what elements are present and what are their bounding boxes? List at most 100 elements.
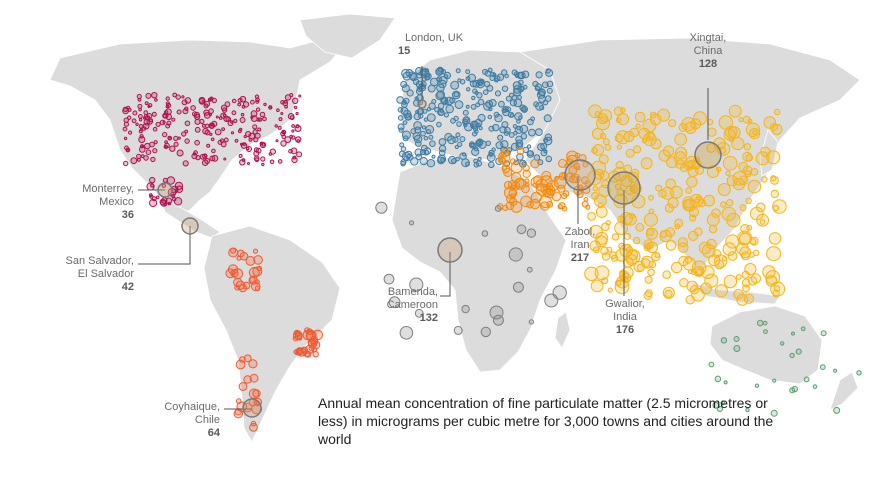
city-marker (190, 105, 196, 111)
city-marker (397, 107, 404, 113)
africa-landmass (391, 155, 567, 373)
city-marker (703, 194, 715, 207)
callout-monterrey: Monterrey, Mexico 36 (54, 183, 134, 222)
city-marker (508, 132, 515, 138)
city-marker (540, 149, 548, 157)
new-zealand-landmass (829, 371, 859, 411)
city-marker (533, 101, 539, 108)
city-marker (494, 205, 502, 212)
callout-london-name: London, UK (404, 32, 464, 44)
city-marker (234, 284, 241, 291)
city-marker (592, 185, 599, 192)
city-marker (536, 90, 546, 99)
city-marker (269, 159, 275, 165)
city-marker (144, 142, 151, 150)
callout-bamenda: Bamenda, Cameroon 132 (362, 286, 438, 325)
city-marker (184, 129, 189, 134)
city-marker (176, 149, 184, 157)
city-marker (402, 120, 408, 125)
city-marker (494, 90, 502, 97)
city-marker (149, 118, 153, 123)
city-marker (761, 176, 768, 183)
city-marker (501, 164, 508, 171)
city-marker (451, 90, 461, 100)
city-marker (762, 265, 776, 279)
city-marker (397, 115, 404, 121)
city-marker (445, 96, 454, 106)
city-marker (735, 274, 742, 280)
city-marker (132, 110, 138, 116)
city-marker (211, 97, 218, 104)
city-marker (489, 305, 504, 320)
city-marker (145, 149, 152, 155)
callout-xingtai-name: Xingtai, China (689, 32, 727, 57)
city-marker (146, 113, 153, 119)
city-marker (770, 189, 779, 199)
city-marker (123, 160, 129, 167)
city-marker (238, 153, 243, 158)
city-marker (731, 137, 745, 151)
city-marker (738, 232, 751, 245)
city-marker (230, 131, 235, 135)
city-marker (668, 119, 677, 128)
city-marker (698, 241, 712, 255)
city-marker (700, 282, 712, 295)
city-marker (643, 291, 653, 300)
city-marker (526, 201, 534, 209)
city-marker (181, 95, 185, 99)
city-marker (256, 117, 261, 122)
city-marker (437, 156, 445, 165)
city-marker (746, 224, 753, 231)
city-marker (689, 285, 699, 295)
city-marker (428, 134, 434, 140)
city-marker (483, 102, 492, 111)
city-marker (707, 127, 717, 137)
city-marker (509, 113, 515, 118)
city-marker (194, 118, 201, 125)
city-marker (482, 68, 488, 75)
city-marker (512, 281, 524, 293)
city-marker (402, 135, 409, 142)
city-marker (131, 118, 137, 124)
city-marker (233, 409, 244, 419)
xingtai-marker (694, 141, 722, 169)
city-marker (152, 148, 158, 154)
city-marker (665, 178, 677, 190)
city-marker (521, 161, 526, 166)
sansalvador-marker (181, 217, 199, 235)
city-marker (249, 276, 256, 283)
city-marker (643, 212, 658, 227)
city-marker (753, 249, 760, 257)
city-marker (526, 144, 532, 149)
city-marker (503, 167, 513, 177)
city-marker (689, 214, 697, 222)
city-marker (173, 135, 179, 141)
city-marker (466, 87, 471, 92)
city-marker (678, 255, 689, 267)
city-marker (231, 110, 237, 116)
city-marker (427, 84, 436, 93)
city-marker (601, 277, 609, 285)
city-marker (655, 184, 663, 192)
callout-gwalior-value: 176 (615, 324, 635, 336)
city-marker (123, 121, 130, 127)
city-marker (752, 130, 758, 136)
city-marker (150, 183, 155, 188)
city-marker (614, 279, 630, 295)
gwalior-marker (607, 171, 641, 205)
city-marker (175, 185, 184, 193)
city-marker (686, 176, 698, 188)
city-marker (516, 125, 521, 131)
city-marker (727, 251, 738, 261)
city-marker (280, 131, 286, 137)
city-marker (203, 153, 208, 158)
city-marker (487, 114, 493, 120)
city-marker (206, 143, 211, 148)
city-marker (625, 249, 641, 265)
city-marker (127, 115, 132, 120)
city-marker (690, 268, 698, 275)
city-marker (659, 230, 668, 238)
city-marker (257, 127, 262, 132)
city-marker (640, 255, 654, 269)
city-marker (856, 370, 862, 376)
